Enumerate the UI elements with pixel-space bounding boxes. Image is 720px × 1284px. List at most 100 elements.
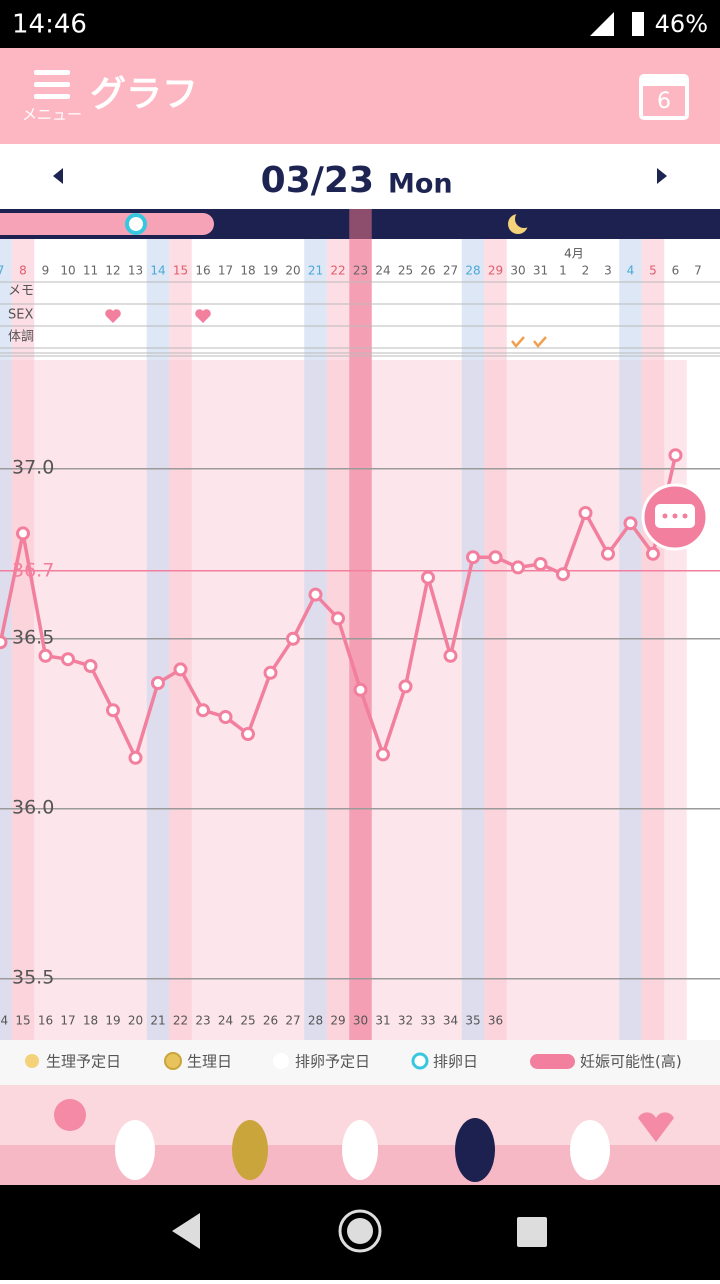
cycle-day-label: 15 — [15, 1014, 30, 1028]
home-dot — [347, 1218, 373, 1244]
cycle-day-label: 18 — [83, 1014, 98, 1028]
date-label: 4 — [627, 264, 635, 278]
date-label: 15 — [173, 264, 188, 278]
cycle-day-label: 16 — [38, 1014, 53, 1028]
cycle-day-label: 36 — [488, 1014, 503, 1028]
chat-dot — [662, 513, 668, 519]
rabbit — [342, 1120, 378, 1180]
temperature-point — [601, 546, 615, 561]
temperature-point — [128, 750, 143, 765]
back-button[interactable] — [172, 1213, 200, 1249]
temperature-point — [196, 703, 210, 718]
date-label: 11 — [83, 264, 98, 278]
date-label: 25 — [398, 264, 413, 278]
temperature-point — [331, 611, 345, 626]
temperature-point — [623, 516, 638, 531]
date-label: 27 — [443, 264, 458, 278]
decoration-heart — [638, 1112, 674, 1142]
cycle-day-label: 25 — [240, 1014, 255, 1028]
ovulation-icon — [125, 213, 147, 235]
temperature-point — [38, 648, 53, 663]
home-button[interactable] — [338, 1209, 382, 1253]
rabbit — [570, 1120, 610, 1180]
temperature-point — [466, 550, 480, 565]
date-label: 31 — [533, 264, 548, 278]
y-tick-label: 37.0 — [12, 456, 54, 478]
prev-arrow[interactable] — [53, 168, 63, 184]
temperature-point — [376, 747, 390, 762]
rabbit — [115, 1120, 155, 1180]
legend-label: 生理日 — [187, 1053, 232, 1071]
cycle-day-label: 24 — [218, 1014, 233, 1028]
row-label: メモ — [8, 284, 34, 299]
date-label: 18 — [240, 264, 255, 278]
date-label: 30 — [510, 264, 525, 278]
temperature-point — [308, 587, 323, 602]
temperature-point — [353, 682, 368, 697]
temperature-point — [398, 679, 413, 694]
date: 03/23 — [261, 160, 374, 201]
recents-button[interactable] — [517, 1217, 547, 1247]
chat-dot — [682, 513, 688, 519]
temperature-point — [511, 560, 525, 575]
temperature-point — [151, 676, 165, 690]
menu-label: メニュー — [22, 106, 82, 124]
legend-icon — [411, 1052, 429, 1070]
temperature-point — [286, 631, 300, 646]
legend-icon — [25, 1054, 39, 1068]
month-label: 4月 — [564, 247, 584, 261]
cycle-day-label: 22 — [173, 1014, 188, 1028]
temperature-point — [556, 567, 570, 582]
chat-button[interactable] — [641, 483, 709, 551]
calendar-button[interactable]: 6 — [639, 74, 689, 120]
next-arrow[interactable] — [657, 168, 667, 184]
date-label: 22 — [330, 264, 345, 278]
sex-heart — [195, 309, 211, 323]
row-label: 体調 — [8, 330, 34, 345]
condition-check — [511, 336, 525, 348]
date-label: 28 — [465, 264, 480, 278]
rabbit — [455, 1118, 495, 1182]
temperature-point — [61, 652, 75, 667]
moon-shadow — [515, 210, 533, 228]
cycle-day-label: 21 — [150, 1014, 165, 1028]
temperature-point — [533, 557, 548, 571]
date-label: 7 — [694, 264, 702, 278]
cycle-day-label: 19 — [105, 1014, 120, 1028]
temperature-point — [16, 526, 30, 541]
date-label: 9 — [42, 264, 50, 278]
temperature-point — [263, 665, 278, 680]
chart: 7148159161017111812191320142115221623172… — [0, 209, 720, 1040]
cycle-day-label: 28 — [308, 1014, 323, 1028]
chat-dot — [672, 513, 678, 519]
period-bar — [0, 213, 214, 235]
date-label: 23 — [353, 264, 368, 278]
date-label: 29 — [488, 264, 503, 278]
legend-icon — [530, 1054, 575, 1069]
condition-check — [533, 336, 547, 348]
cycle-day-label: 17 — [60, 1014, 75, 1028]
clock: 14:46 — [12, 10, 87, 40]
cycle-day-label: 30 — [353, 1014, 368, 1028]
temperature-point — [241, 727, 255, 741]
temperature-point — [488, 550, 503, 565]
date-label: 6 — [672, 264, 680, 278]
rabbit — [232, 1120, 268, 1180]
temperature-point — [646, 546, 660, 561]
date-label: 7 — [0, 264, 4, 278]
row-label: SEX — [8, 308, 33, 323]
menu-button[interactable]: メニュー — [22, 70, 82, 124]
legend-icon — [273, 1053, 289, 1069]
date-label: 13 — [128, 264, 143, 278]
cycle-day-label: 29 — [330, 1014, 345, 1028]
legend-label: 排卵予定日 — [295, 1053, 370, 1071]
date-label: 10 — [60, 264, 75, 278]
legend-items: 生理予定日 生理日 排卵予定日 排卵日 妊娠可能性(高) — [25, 1052, 682, 1071]
temperature-point — [83, 659, 98, 673]
status-bar — [0, 0, 720, 48]
cycle-day-label: 20 — [128, 1014, 143, 1028]
signal-icon — [590, 12, 614, 36]
y-tick-label: 35.5 — [12, 966, 54, 988]
